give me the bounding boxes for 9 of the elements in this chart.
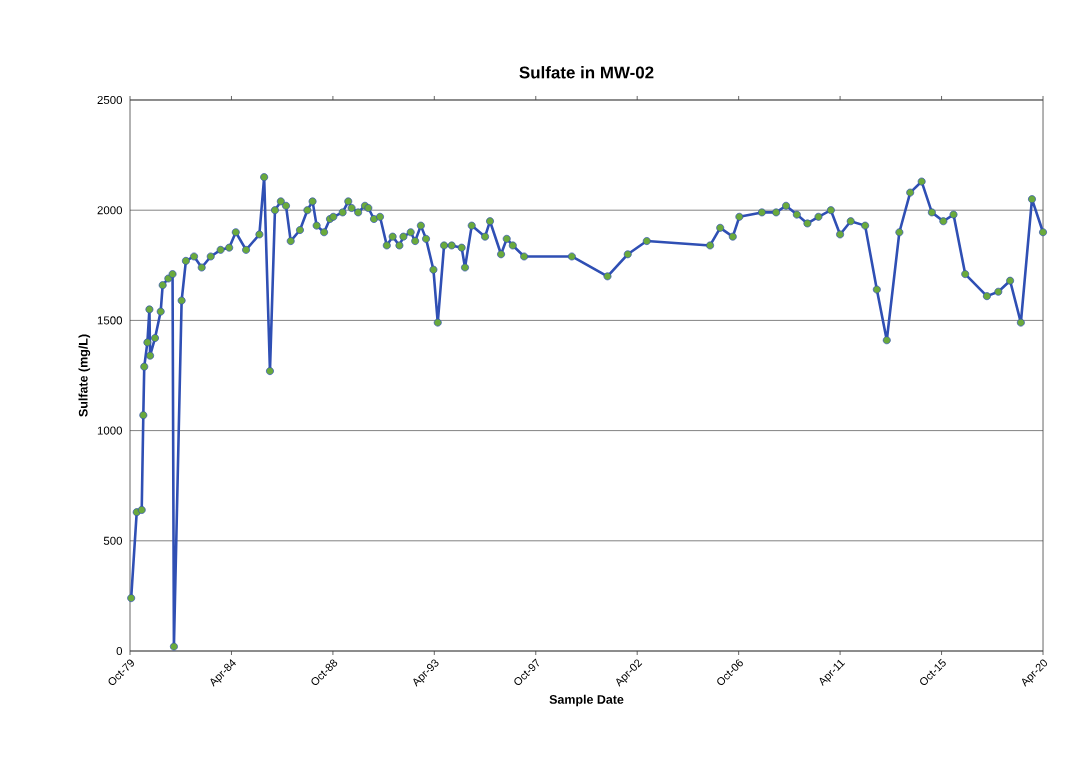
y-tick-label: 2500 [97, 95, 123, 105]
y-tick-label: 2000 [97, 206, 123, 215]
y-tick-label: 500 [103, 536, 123, 545]
chart-title: Sulfate in MW-02 [519, 66, 654, 79]
y-tick-label: 0 [116, 646, 123, 656]
y-axis-title: Sulfate (mg/L) [78, 334, 91, 417]
y-tick-label: 1000 [97, 426, 123, 435]
y-tick-label: 1500 [97, 316, 123, 325]
x-axis-title: Sample Date [549, 694, 624, 707]
